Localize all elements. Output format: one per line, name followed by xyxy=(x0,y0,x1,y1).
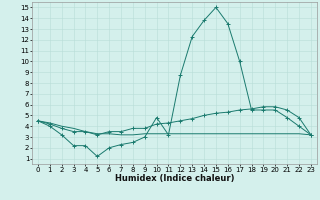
X-axis label: Humidex (Indice chaleur): Humidex (Indice chaleur) xyxy=(115,174,234,183)
